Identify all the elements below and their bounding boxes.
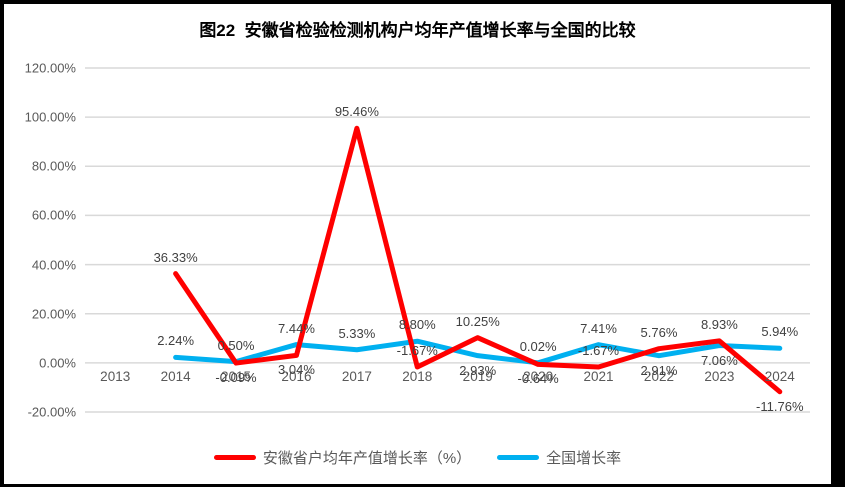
y-tick-label: 40.00% [31,257,76,273]
national-series-line [173,338,783,366]
x-axis-label: 2014 [160,368,191,384]
anhui-point-label: -0.09% [215,370,257,386]
legend: 安徽省户均年产值增长率（%） 全国增长率 [4,447,831,468]
line-chart-canvas [85,67,810,413]
y-tick-label: 0.00% [39,355,76,371]
national-point-label: 2.91% [640,362,678,378]
x-axis-label: 2013 [100,368,131,384]
national-point-label: 0.02% [519,338,557,354]
national-point-label: 0.50% [217,337,255,353]
y-tick-label: -20.00% [27,404,76,420]
legend-item-anhui: 安徽省户均年产值增长率（%） [213,447,472,468]
x-axis-label: 2020 [523,368,554,384]
national-point-label: 7.06% [700,352,738,368]
y-tick-label: 80.00% [31,158,76,174]
national-point-label: 2.24% [157,333,195,349]
national-point-label: 5.94% [761,324,799,340]
national-point-label: 8.80% [398,317,436,333]
y-tick-label: 100.00% [24,109,76,125]
y-tick-label: 120.00% [24,60,76,76]
anhui-point-label: 3.04% [278,362,315,378]
x-axis-label: 2021 [583,368,614,384]
national-point-label: 5.33% [338,325,376,341]
chart-title: 图22 安徽省检验检测机构户均年产值增长率与全国的比较 [199,21,636,40]
national-point-label: 7.44% [278,320,315,336]
legend-label-anhui: 安徽省户均年产值增长率（%） [262,450,472,467]
national-point-label: 7.41% [580,320,617,336]
x-axis-label: 2019 [462,368,493,384]
x-axis-label: 2017 [341,368,372,384]
legend-label-national: 全国增长率 [546,450,622,467]
x-axis-label: 2015 [221,368,252,384]
national-point-label: 2.93% [459,362,497,378]
x-axis-label: 2022 [643,368,674,384]
x-axis-label: 2023 [704,368,735,384]
anhui-point-label: -11.76% [756,398,804,414]
anhui-point-label: 10.25% [455,313,500,329]
x-axis-label: 2018 [402,368,433,384]
anhui-point-label: 95.46% [334,104,379,120]
anhui-series-line [173,125,783,395]
anhui-point-label: -1.67% [396,342,438,358]
x-axis-label: 2016 [281,368,312,384]
anhui-series-line-swatch [213,455,256,460]
national-series-line-swatch [497,455,540,460]
y-tick-label: 60.00% [31,207,76,223]
x-axis-label: 2024 [764,368,795,384]
anhui-point-label: -0.64% [517,371,559,387]
legend-item-national: 全国增长率 [497,447,621,468]
anhui-point-label: 8.93% [700,316,738,332]
anhui-point-label: 5.76% [640,324,678,340]
anhui-point-label: 36.33% [153,249,198,265]
y-tick-label: 20.00% [31,306,76,322]
anhui-point-label: -1.67% [577,342,620,358]
